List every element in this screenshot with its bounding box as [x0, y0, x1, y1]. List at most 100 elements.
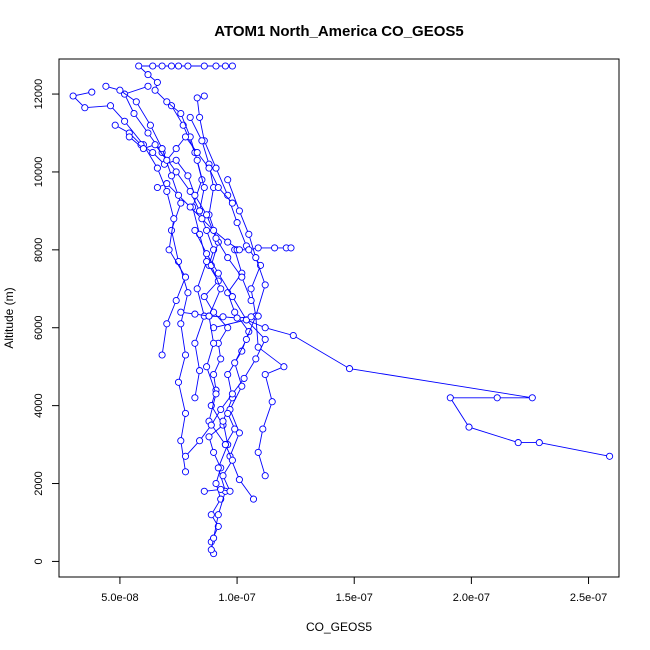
series-profile-14	[177, 308, 262, 322]
data-point	[135, 62, 143, 70]
data-point	[191, 226, 199, 234]
series-line	[171, 105, 208, 398]
data-point	[210, 324, 218, 332]
series-profile-6	[233, 244, 295, 254]
data-point	[252, 355, 260, 363]
data-point	[174, 378, 183, 386]
data-point	[606, 452, 614, 460]
chart-title: ATOM1 North_America CO_GEOS5	[214, 23, 464, 40]
data-point	[289, 331, 297, 340]
data-point	[144, 129, 152, 137]
data-point	[149, 148, 157, 157]
data-point	[217, 285, 225, 293]
data-point	[181, 468, 190, 476]
data-point	[345, 365, 354, 373]
data-point	[224, 324, 232, 332]
data-point	[172, 156, 180, 164]
data-point	[181, 452, 190, 460]
data-point	[224, 176, 232, 184]
data-point	[228, 199, 236, 207]
data-point	[139, 145, 147, 153]
data-point	[167, 62, 176, 70]
data-point	[106, 102, 115, 110]
data-point	[174, 62, 183, 70]
data-point	[259, 425, 267, 433]
data-point	[69, 92, 77, 100]
series-profile-7	[210, 316, 614, 460]
data-point	[465, 423, 473, 431]
data-point	[235, 207, 243, 215]
data-point	[226, 487, 234, 495]
series-line	[129, 136, 233, 204]
y-axis: 0 2000 4000 6000 8000 10000 12000	[33, 79, 60, 564]
data-point	[81, 104, 89, 112]
series-line	[72, 91, 187, 356]
x-tick-label: 2.5e-07	[570, 592, 607, 604]
data-point	[200, 487, 208, 495]
data-point	[212, 479, 220, 488]
data-point	[242, 335, 250, 343]
data-point	[224, 409, 232, 417]
data-point	[153, 78, 161, 86]
data-point	[247, 285, 255, 293]
data-point	[203, 226, 211, 234]
data-point	[207, 546, 215, 554]
data-point	[174, 191, 183, 199]
data-point	[217, 485, 225, 493]
data-point	[228, 390, 236, 398]
data-point	[221, 62, 229, 70]
data-point	[235, 476, 243, 484]
data-point	[158, 351, 166, 359]
data-point	[144, 71, 152, 79]
data-point	[193, 94, 201, 102]
data-point	[261, 370, 269, 379]
x-tick-label: 2.0e-07	[453, 592, 490, 604]
data-point	[254, 448, 262, 456]
data-point	[214, 183, 222, 192]
data-point	[177, 437, 185, 445]
data-point	[181, 273, 190, 281]
data-point	[224, 254, 232, 262]
series-profile-10	[135, 62, 236, 215]
data-point	[203, 211, 211, 219]
data-point	[172, 168, 180, 176]
data-point	[212, 62, 220, 70]
data-point	[196, 207, 204, 215]
data-point	[184, 289, 192, 297]
data-point	[177, 199, 185, 207]
data-point	[186, 113, 194, 121]
data-point	[163, 180, 171, 188]
data-point	[158, 62, 166, 70]
data-point	[493, 394, 501, 402]
y-tick-label: 2000	[33, 471, 45, 495]
data-point	[198, 137, 206, 145]
series-profile-15	[200, 409, 239, 495]
data-point	[235, 429, 243, 437]
data-point	[102, 82, 110, 90]
data-point	[170, 215, 178, 223]
data-point	[165, 246, 173, 254]
y-tick-label: 6000	[33, 315, 45, 339]
x-tick-label: 5.0e-08	[101, 592, 138, 604]
data-point	[177, 320, 185, 328]
data-point	[233, 314, 241, 322]
data-point	[212, 390, 220, 398]
data-point	[163, 187, 171, 195]
data-point	[210, 339, 218, 347]
data-point	[219, 417, 227, 425]
data-point	[196, 367, 204, 375]
data-point	[163, 98, 171, 106]
data-point	[210, 448, 218, 456]
data-point	[193, 285, 201, 293]
data-point	[228, 293, 236, 301]
data-point	[212, 234, 220, 242]
data-point	[249, 495, 258, 503]
y-tick-label: 10000	[33, 157, 45, 188]
data-point	[132, 98, 140, 106]
data-point	[514, 439, 522, 447]
data-point	[163, 156, 171, 164]
data-point	[149, 62, 157, 70]
data-point	[271, 244, 279, 252]
data-point	[240, 374, 248, 382]
